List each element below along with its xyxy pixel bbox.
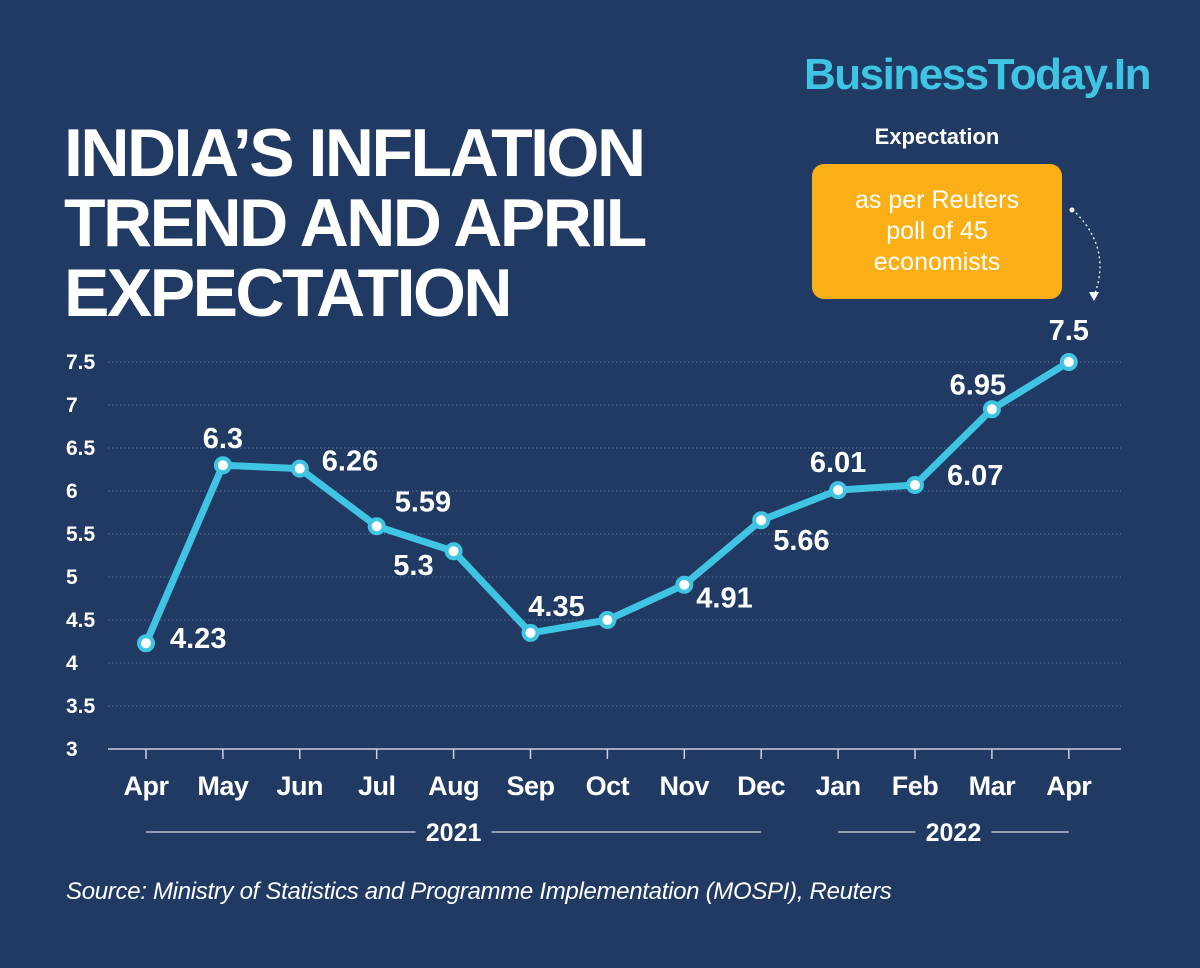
data-label: 6.26 (322, 446, 378, 478)
x-tick-label: Mar (969, 771, 1017, 801)
title-line-2: TREND AND APRIL (64, 185, 647, 261)
data-label: 5.59 (395, 486, 451, 518)
data-point (752, 511, 771, 530)
y-tick-label: 7 (66, 394, 78, 417)
x-tick-label: Dec (737, 771, 786, 801)
x-tick-label: Apr (124, 771, 170, 801)
y-tick-label: 7.5 (66, 351, 96, 374)
data-point (213, 456, 232, 475)
expectation-callout: as per Reuters poll of 45 economists (812, 164, 1062, 299)
data-labels: 4.23 6.3 6.26 5.59 5.3 4.35 4.91 5.66 6.01 6.07 6.… (170, 315, 1089, 655)
x-tick-label: Jul (358, 771, 396, 801)
y-tick-label: 4 (66, 652, 78, 675)
data-point (521, 623, 540, 642)
y-tick-label: 5.5 (66, 523, 96, 546)
inflation-line (142, 358, 1073, 647)
x-axis: Apr May Jun Jul Aug Sep Oct Nov Dec Jan Feb Mar Apr (124, 749, 1093, 801)
callout-arrow (1069, 207, 1101, 301)
data-point (137, 634, 155, 653)
y-tick-label: 3 (66, 738, 78, 761)
expectation-heading: Expectation (874, 124, 1000, 149)
data-point (444, 542, 463, 561)
y-axis: 3 3.5 4 4.5 5 5.5 6 6.5 7 7.5 (66, 351, 96, 761)
data-point (675, 575, 694, 594)
data-point (982, 400, 1001, 419)
x-tick-label: May (197, 771, 249, 801)
source-note: Source: Ministry of Statistics and Progr… (66, 878, 892, 905)
data-label: 4.91 (696, 583, 752, 615)
data-label: 6.07 (947, 460, 1003, 492)
data-point (906, 475, 924, 494)
year-groups: 2021 2022 (146, 819, 1069, 847)
data-label: 5.66 (773, 525, 829, 557)
data-label: 5.3 (393, 550, 433, 582)
y-tick-label: 6 (66, 480, 78, 503)
x-tick-label: Jun (277, 771, 324, 801)
data-point (1059, 353, 1078, 371)
arrow-start-dot (1069, 207, 1075, 213)
x-tick-label: Oct (586, 771, 630, 801)
data-label: 7.5 (1049, 315, 1089, 347)
data-label: 6.3 (203, 423, 243, 455)
inflation-series (137, 353, 1078, 653)
y-tick-label: 6.5 (66, 437, 96, 460)
data-label: 4.35 (528, 591, 584, 623)
brand-logo: BusinessToday.In (803, 50, 1152, 99)
data-point (598, 611, 617, 629)
grid-lines (108, 361, 1121, 750)
title-line-3: EXPECTATION (64, 255, 513, 331)
data-label: 6.95 (950, 369, 1006, 401)
y-tick-label: 4.5 (66, 609, 96, 632)
title-line-1: INDIA’S INFLATION (64, 115, 646, 191)
y-tick-label: 3.5 (66, 695, 96, 718)
expectation-note: as per Reuters poll of 45 economists (855, 186, 1019, 276)
data-point (367, 517, 386, 536)
x-tick-label: Aug (428, 771, 479, 801)
data-point (290, 459, 309, 478)
x-tick-label: Jan (816, 771, 861, 801)
data-label: 4.23 (170, 623, 226, 655)
page-title: INDIA’S INFLATION TREND AND APRIL EXPECT… (64, 118, 784, 328)
data-point (829, 481, 848, 500)
y-tick-label: 5 (66, 566, 78, 589)
data-label: 6.01 (810, 447, 866, 479)
x-tick-label: Nov (660, 771, 710, 801)
x-tick-label: Sep (506, 771, 554, 801)
arrow-head-icon (1089, 292, 1099, 301)
x-tick-label: Feb (892, 771, 939, 801)
year-label: 2021 (426, 819, 482, 847)
year-label: 2022 (926, 819, 982, 847)
arrow-curve (1075, 212, 1101, 297)
x-tick-label: Apr (1046, 771, 1092, 801)
